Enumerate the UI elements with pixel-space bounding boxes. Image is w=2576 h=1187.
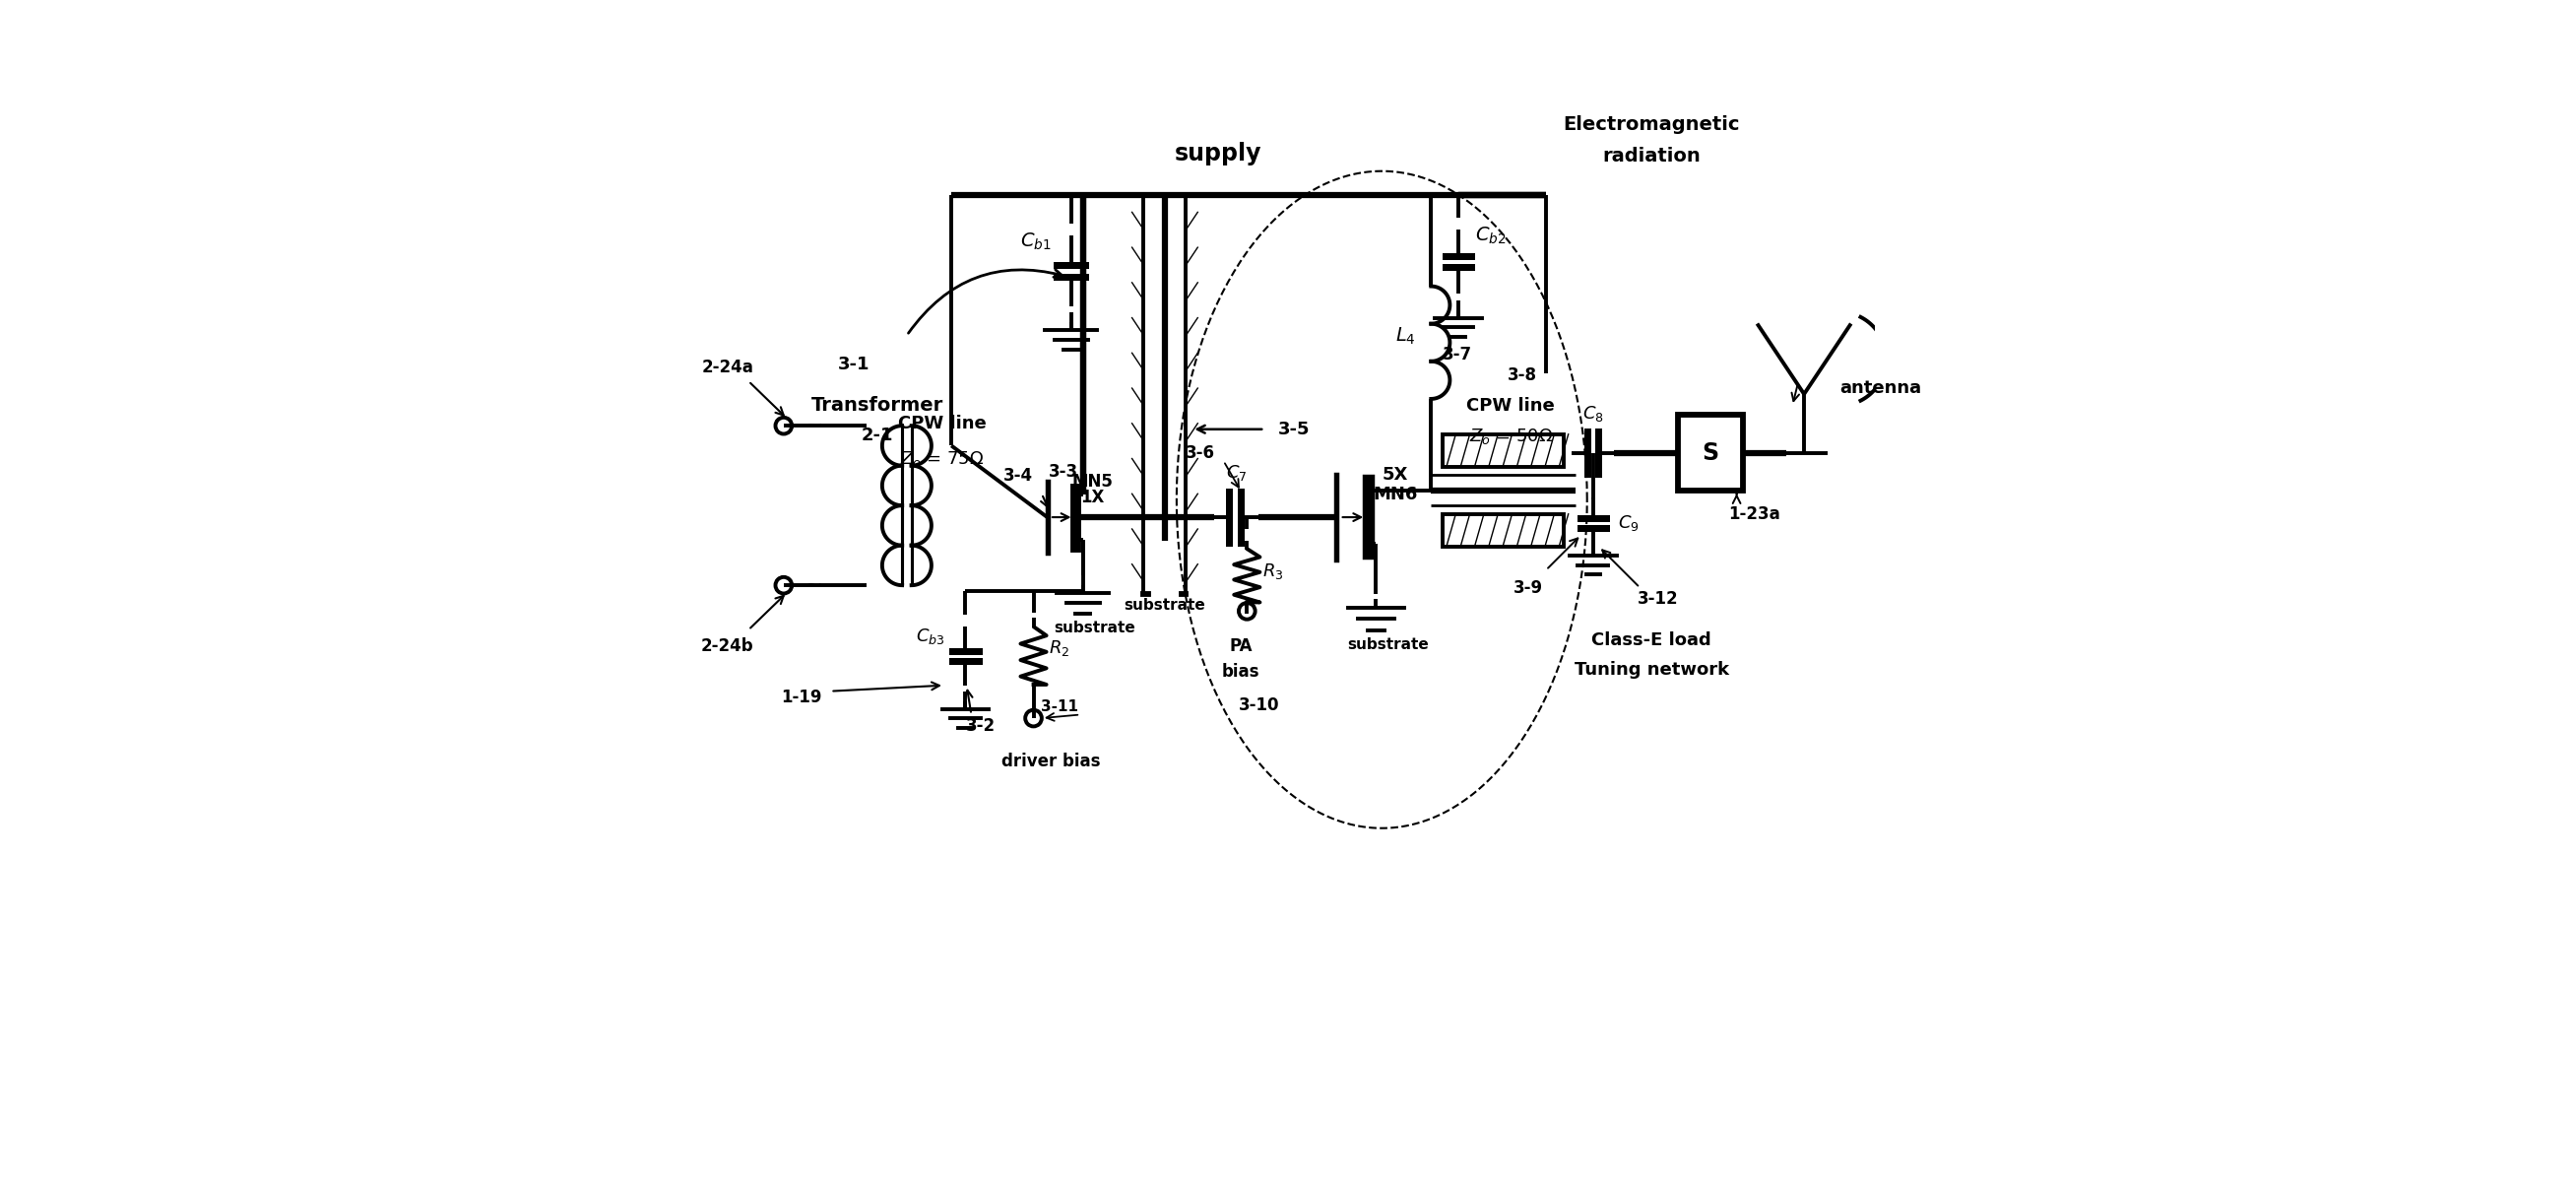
Text: 3-12: 3-12 bbox=[1636, 590, 1677, 608]
Text: 3-1: 3-1 bbox=[837, 356, 871, 374]
Text: PA: PA bbox=[1229, 637, 1252, 655]
Text: $C_{b2}$: $C_{b2}$ bbox=[1476, 226, 1507, 246]
Text: 3-2: 3-2 bbox=[966, 717, 994, 735]
Bar bbox=[1677, 414, 1741, 491]
Text: ~: ~ bbox=[804, 576, 822, 595]
Text: 3-8: 3-8 bbox=[1507, 367, 1538, 385]
Text: 2-24a: 2-24a bbox=[701, 358, 752, 376]
Text: 3-3: 3-3 bbox=[1048, 463, 1079, 481]
Text: Class-E load: Class-E load bbox=[1592, 631, 1710, 649]
Text: substrate: substrate bbox=[1054, 621, 1136, 635]
Text: antenna: antenna bbox=[1839, 380, 1922, 396]
Text: ~: ~ bbox=[804, 415, 822, 436]
Bar bbox=[1443, 514, 1564, 547]
Text: $Z_o$ = 50$\Omega$: $Z_o$ = 50$\Omega$ bbox=[1468, 426, 1553, 446]
Text: $C_9$: $C_9$ bbox=[1618, 513, 1638, 533]
Text: CPW line: CPW line bbox=[1466, 398, 1556, 415]
Text: $C_{b1}$: $C_{b1}$ bbox=[1020, 231, 1051, 252]
Text: Electromagnetic: Electromagnetic bbox=[1564, 115, 1739, 133]
Text: substrate: substrate bbox=[1347, 637, 1430, 653]
Text: 3-5: 3-5 bbox=[1278, 420, 1309, 438]
Text: 5X: 5X bbox=[1383, 466, 1409, 484]
Text: 3-10: 3-10 bbox=[1239, 696, 1280, 713]
Text: radiation: radiation bbox=[1602, 146, 1700, 165]
Text: $C_8$: $C_8$ bbox=[1582, 404, 1605, 424]
Text: driver bias: driver bias bbox=[1002, 753, 1100, 770]
Text: 1-23a: 1-23a bbox=[1728, 506, 1780, 523]
Text: S: S bbox=[1703, 440, 1718, 464]
Text: 1-19: 1-19 bbox=[781, 688, 822, 706]
Text: 3-4: 3-4 bbox=[1005, 468, 1033, 485]
Text: bias: bias bbox=[1221, 664, 1260, 681]
Text: 3-11: 3-11 bbox=[1041, 699, 1077, 713]
Text: 3-9: 3-9 bbox=[1515, 579, 1543, 597]
Text: 3-7: 3-7 bbox=[1443, 345, 1471, 363]
Text: 3-6: 3-6 bbox=[1185, 444, 1216, 462]
Text: Transformer: Transformer bbox=[811, 396, 943, 415]
Text: $R_3$: $R_3$ bbox=[1262, 561, 1283, 582]
Text: $Z_o$ = 75$\Omega$: $Z_o$ = 75$\Omega$ bbox=[899, 449, 984, 469]
Text: MN6: MN6 bbox=[1373, 485, 1417, 503]
Text: MN5: MN5 bbox=[1072, 472, 1113, 490]
Text: 1X: 1X bbox=[1079, 489, 1105, 507]
Text: $L_4$: $L_4$ bbox=[1396, 326, 1414, 347]
Text: $C_7$: $C_7$ bbox=[1226, 463, 1247, 482]
Text: 2-24b: 2-24b bbox=[701, 637, 755, 655]
Bar bbox=[1443, 434, 1564, 466]
Text: CPW line: CPW line bbox=[899, 414, 987, 432]
Text: 2-1: 2-1 bbox=[860, 426, 894, 444]
Text: Tuning network: Tuning network bbox=[1574, 661, 1728, 679]
Text: $R_2$: $R_2$ bbox=[1048, 637, 1069, 658]
Text: substrate: substrate bbox=[1123, 598, 1206, 612]
Text: $C_{b3}$: $C_{b3}$ bbox=[914, 627, 945, 646]
Text: supply: supply bbox=[1175, 141, 1262, 165]
